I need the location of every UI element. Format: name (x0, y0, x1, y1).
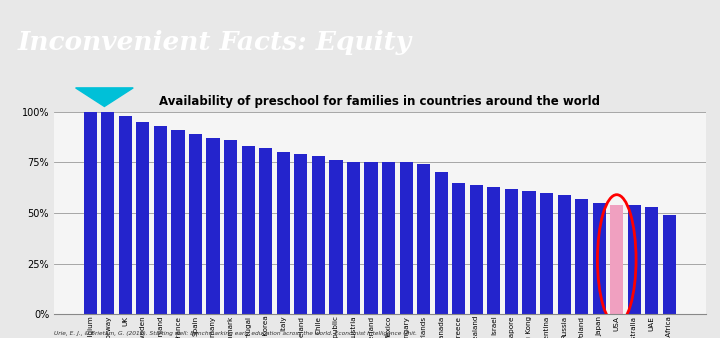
Bar (645, 207, 658, 314)
Bar (364, 162, 377, 314)
Bar (154, 126, 167, 314)
Bar (417, 164, 431, 314)
Bar (242, 146, 255, 314)
Bar (224, 140, 237, 314)
Bar (523, 191, 536, 314)
Bar (400, 162, 413, 314)
Bar (294, 154, 307, 314)
Bar (435, 172, 448, 314)
Bar (469, 185, 483, 314)
Bar (259, 148, 272, 314)
Bar (505, 189, 518, 314)
Bar (557, 195, 571, 314)
Bar (136, 122, 150, 314)
Text: Urie, E. J., & Brietam, G. (2012). Starting well: Benchmarking early education a: Urie, E. J., & Brietam, G. (2012). Start… (54, 331, 417, 336)
Bar (312, 156, 325, 314)
Bar (487, 187, 500, 314)
Bar (329, 160, 343, 314)
Bar (119, 116, 132, 314)
Bar (628, 205, 641, 314)
Title: Availability of preschool for families in countries around the world: Availability of preschool for families i… (159, 95, 600, 107)
Bar (382, 162, 395, 314)
Bar (575, 199, 588, 314)
Bar (540, 193, 553, 314)
Text: Inconvenient Facts: Equity: Inconvenient Facts: Equity (18, 30, 412, 55)
Bar (452, 183, 465, 314)
Bar (189, 134, 202, 314)
Bar (276, 152, 290, 314)
Bar (347, 162, 360, 314)
Bar (593, 203, 606, 314)
Bar (207, 138, 220, 314)
Bar (84, 112, 96, 314)
Bar (171, 130, 184, 314)
Bar (610, 205, 624, 314)
Bar (102, 112, 114, 314)
Bar (663, 215, 676, 314)
